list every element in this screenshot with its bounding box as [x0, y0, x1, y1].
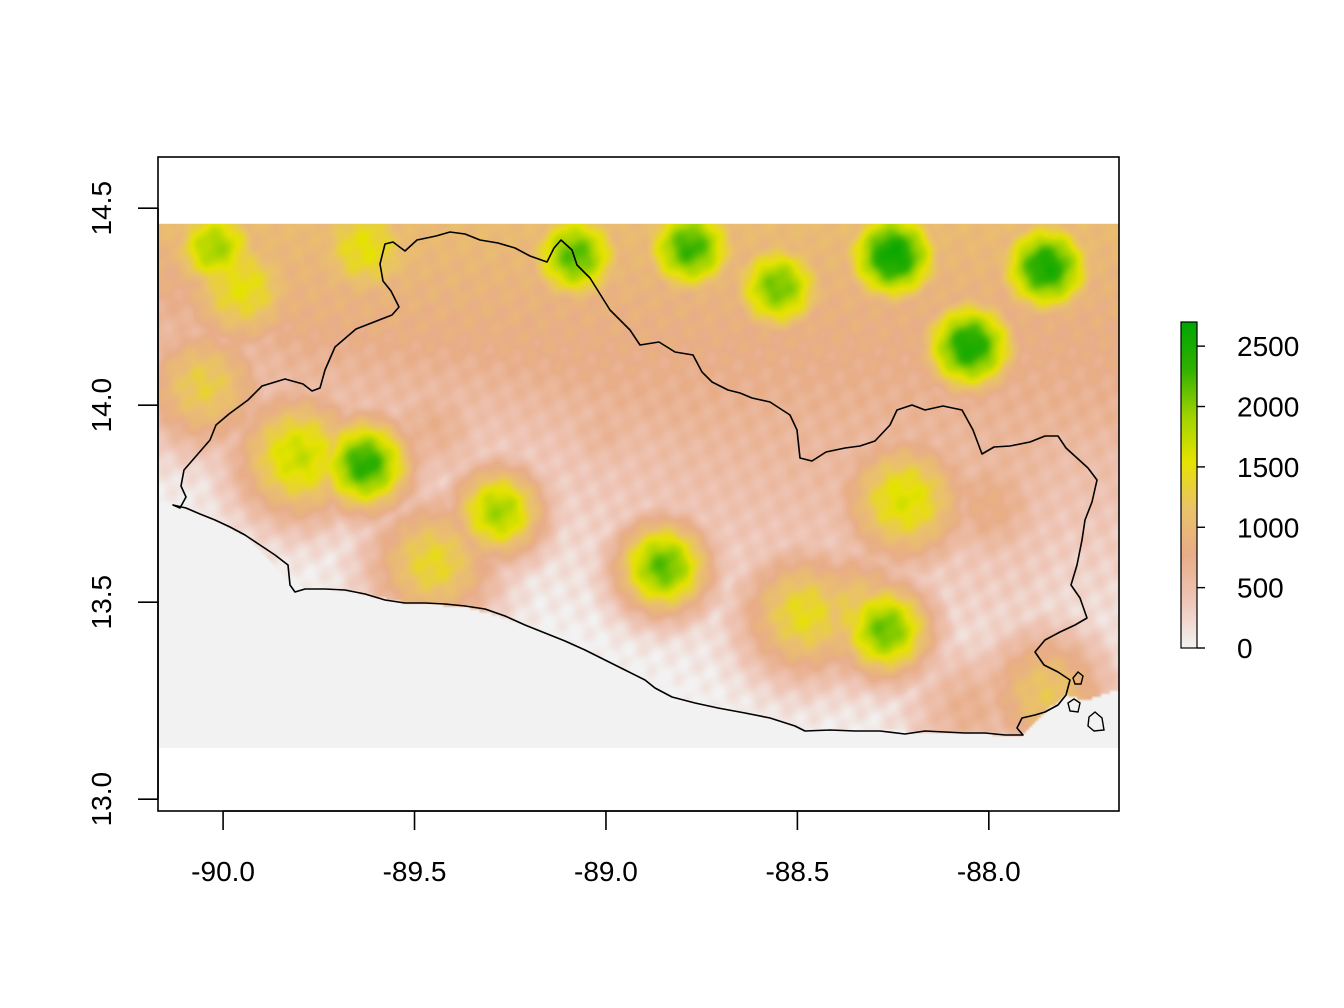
island-outline	[1087, 711, 1105, 732]
x-tick-label: -89.5	[383, 856, 447, 887]
legend-tick-label: 500	[1237, 573, 1284, 604]
legend-ticks: 0 500 1000 1500 2000 2500	[1197, 331, 1299, 664]
x-tick-label: -89.0	[574, 856, 638, 887]
legend-tick-label: 1500	[1237, 452, 1299, 483]
country-border-outline	[172, 231, 1098, 736]
y-tick-label: 14.0	[86, 378, 117, 433]
islands	[1067, 671, 1105, 732]
raster-layer	[158, 223, 1119, 748]
y-tick-label: 13.5	[86, 575, 117, 630]
x-tick-label: -88.5	[765, 856, 829, 887]
legend-tick-label: 2500	[1237, 331, 1299, 362]
island-outline	[1072, 671, 1084, 685]
x-axis: -90.0 -89.5 -89.0 -88.5 -88.0	[191, 810, 1021, 887]
elevation-legend: 0 500 1000 1500 2000 2500	[1180, 321, 1299, 664]
legend-tick-label: 2000	[1237, 392, 1299, 423]
x-tick-label: -88.0	[957, 856, 1021, 887]
y-tick-label: 13.0	[86, 772, 117, 827]
legend-colorbar	[1180, 321, 1198, 649]
legend-tick-label: 1000	[1237, 512, 1299, 543]
island-outline	[1067, 698, 1081, 713]
elevation-raster	[158, 223, 1119, 748]
y-tick-label: 14.5	[86, 181, 117, 236]
x-tick-label: -90.0	[191, 856, 255, 887]
legend-tick-label: 0	[1237, 633, 1253, 664]
y-axis: 13.0 13.5 14.0 14.5	[86, 181, 159, 827]
